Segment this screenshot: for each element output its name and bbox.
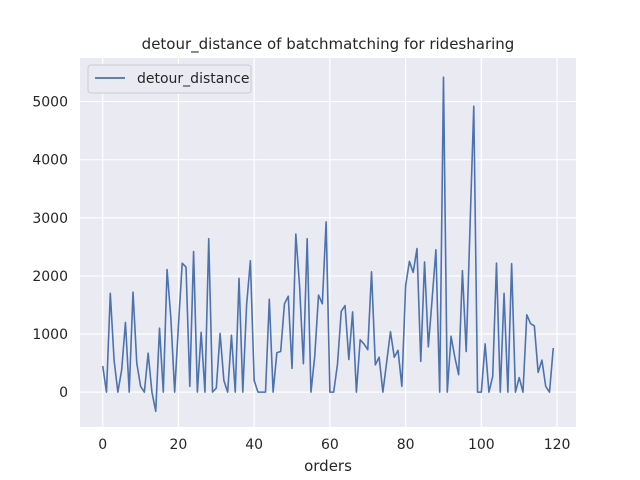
chart-title: detour_distance of batchmatching for rid…	[142, 35, 515, 54]
x-tick-label: 40	[245, 437, 263, 453]
series-points	[102, 77, 554, 412]
x-tick-label: 60	[321, 437, 339, 453]
x-tick-label: 0	[98, 437, 107, 453]
series-line-detour-distance	[101, 76, 555, 413]
legend: detour_distance	[87, 64, 252, 94]
y-tick-label: 3000	[32, 211, 68, 227]
y-tick-label: 1000	[32, 327, 68, 343]
legend-box	[87, 64, 252, 94]
legend-entry-detour-distance: detour_distance	[137, 71, 250, 87]
y-tick-label: 4000	[32, 153, 68, 169]
series-layer	[101, 76, 555, 413]
x-tick-label: 80	[397, 437, 415, 453]
y-tick-label: 0	[59, 385, 68, 401]
x-tick-labels: 0 20 40 60 80 100 120	[98, 437, 570, 453]
y-tick-labels: 0 1000 2000 3000 4000 5000	[32, 95, 68, 402]
y-tick-label: 2000	[32, 269, 68, 285]
x-axis-label: orders	[304, 457, 352, 475]
x-tick-label: 20	[170, 437, 188, 453]
y-tick-label: 5000	[32, 95, 68, 111]
x-tick-label: 120	[544, 437, 571, 453]
x-tick-label: 100	[468, 437, 495, 453]
